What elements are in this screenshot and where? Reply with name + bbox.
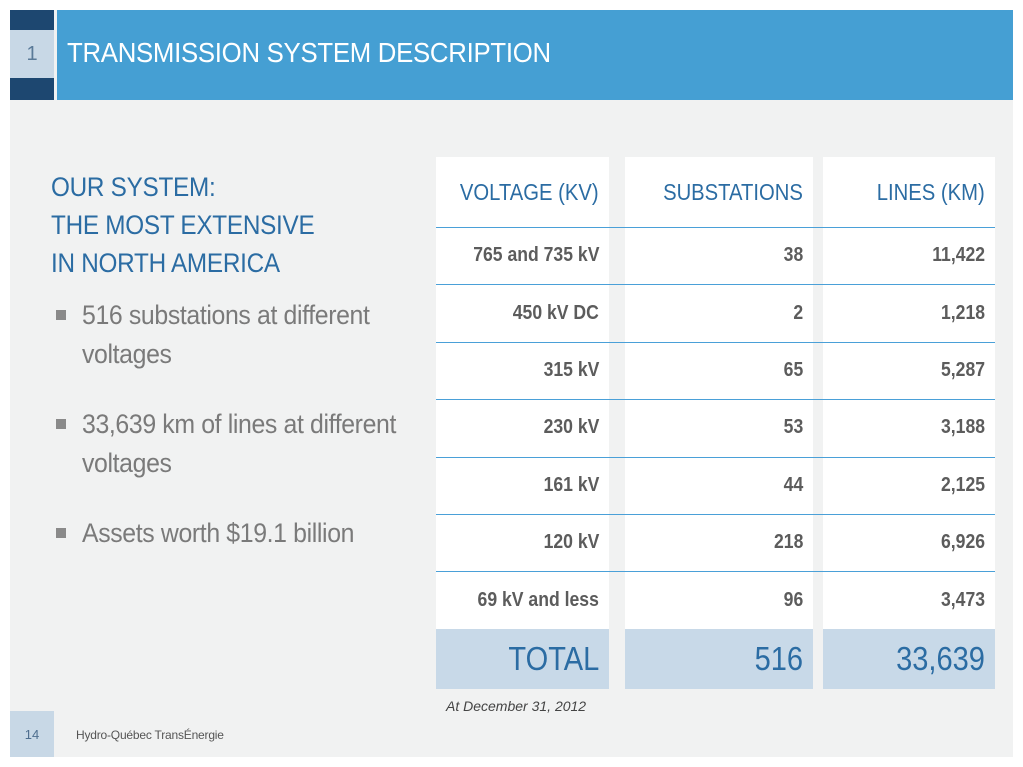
table-cell-voltage-text: 765 and 735 kV <box>472 244 599 267</box>
bullet-list: 516 substations at different voltages 33… <box>54 296 434 584</box>
table-total-voltage-text: TOTAL <box>508 639 599 677</box>
table-cell-lines: 6,926 <box>823 514 995 571</box>
bullet-line: 33,639 km of lines at different <box>82 409 397 439</box>
table-cell-substations-text: 2 <box>793 301 803 324</box>
bullet-line: Assets worth $19.1 billion <box>82 518 355 548</box>
footer-company: Hydro-Québec TransÉnergie <box>76 728 224 742</box>
bullet-line: voltages <box>82 448 172 478</box>
table-header-voltage: VOLTAGE (KV) <box>436 157 609 227</box>
table-cell-substations: 38 <box>625 227 813 284</box>
table-cell-substations-text: 65 <box>783 358 803 381</box>
bullet-item: 516 substations at different voltages <box>54 296 434 374</box>
subtitle-line: IN NORTH AMERICA <box>51 248 280 278</box>
table-cell-lines: 2,125 <box>823 457 995 514</box>
row-separator <box>436 514 995 515</box>
table-cell-lines-text: 3,188 <box>940 416 985 439</box>
table-cell-lines: 11,422 <box>823 227 995 284</box>
table-cell-voltage-text: 315 kV <box>543 358 599 381</box>
table-cell-voltage: 69 kV and less <box>436 571 609 628</box>
table-column-substations: SUBSTATIONS 38 2 65 53 44 218 96 516 <box>625 157 813 689</box>
table-cell-lines-text: 3,473 <box>940 588 985 611</box>
table-cell-voltage: 450 kV DC <box>436 284 609 341</box>
table-cell-lines-text: 11,422 <box>932 244 985 267</box>
table-header-lines: LINES (KM) <box>823 157 995 227</box>
row-separator <box>436 341 995 343</box>
page-number: 14 <box>10 711 54 757</box>
table-cell-voltage: 230 kV <box>436 399 609 456</box>
row-separator <box>436 227 995 228</box>
table-cell-voltage-text: 230 kV <box>543 416 599 439</box>
subtitle-line: OUR SYSTEM: <box>51 172 216 202</box>
table-cell-voltage-text: 120 kV <box>543 531 599 554</box>
table-cell-lines: 3,473 <box>823 571 995 628</box>
table-header-substations-text: SUBSTATIONS <box>663 178 803 205</box>
table-cell-lines-text: 2,125 <box>940 473 985 496</box>
slide-title: TRANSMISSION SYSTEM DESCRIPTION <box>67 37 551 68</box>
table-cell-voltage-text: 69 kV and less <box>477 588 599 611</box>
table-cell-lines-text: 1,218 <box>940 301 985 324</box>
table-cell-substations-text: 38 <box>783 244 803 267</box>
row-separator <box>436 571 995 573</box>
table-total-substations: 516 <box>625 628 813 689</box>
table-cell-substations: 218 <box>625 514 813 571</box>
table-cell-voltage: 161 kV <box>436 457 609 514</box>
subtitle-line: THE MOST EXTENSIVE <box>51 210 315 240</box>
bullet-line: 516 substations at different <box>82 300 370 330</box>
table-total-lines: 33,639 <box>823 628 995 689</box>
table-header-substations: SUBSTATIONS <box>625 157 813 227</box>
table-column-voltage: VOLTAGE (KV) 765 and 735 kV 450 kV DC 315 k… <box>436 157 609 689</box>
row-separator <box>436 456 995 458</box>
table-cell-lines-text: 5,287 <box>940 358 985 381</box>
table-cell-lines: 1,218 <box>823 284 995 341</box>
table-cell-substations-text: 44 <box>783 473 803 496</box>
bullet-item: 33,639 km of lines at different voltages <box>54 405 434 483</box>
slide: 1 TRANSMISSION SYSTEM DESCRIPTION OUR SY… <box>10 10 1013 757</box>
table-cell-voltage-text: 161 kV <box>543 473 599 496</box>
bullet-line: voltages <box>82 339 172 369</box>
table-cell-voltage: 765 and 735 kV <box>436 227 609 284</box>
table-cell-voltage: 315 kV <box>436 342 609 399</box>
slide-section-number: 1 <box>10 30 54 78</box>
table-header-lines-text: LINES (KM) <box>877 178 985 205</box>
table-cell-lines: 5,287 <box>823 342 995 399</box>
row-separator <box>436 284 995 286</box>
header-bar: TRANSMISSION SYSTEM DESCRIPTION <box>57 10 1013 100</box>
table-footnote: At December 31, 2012 <box>446 698 587 714</box>
table-cell-substations: 2 <box>625 284 813 341</box>
table-column-lines: LINES (KM) 11,422 1,218 5,287 3,188 2,125 6,92… <box>823 157 995 689</box>
table-cell-voltage-text: 450 kV DC <box>512 301 599 324</box>
table-cell-lines: 3,188 <box>823 399 995 456</box>
table-cell-lines-text: 6,926 <box>940 531 985 554</box>
table-total-voltage: TOTAL <box>436 628 609 689</box>
table-total-lines-text: 33,639 <box>896 639 985 677</box>
table-header-voltage-text: VOLTAGE (KV) <box>460 178 599 205</box>
bullet-item: Assets worth $19.1 billion <box>54 514 434 553</box>
table-cell-substations: 44 <box>625 457 813 514</box>
table-cell-substations: 65 <box>625 342 813 399</box>
table-cell-substations-text: 53 <box>783 416 803 439</box>
table-total-substations-text: 516 <box>754 639 803 677</box>
table-cell-substations-text: 218 <box>773 531 803 554</box>
table-cell-voltage: 120 kV <box>436 514 609 571</box>
table-cell-substations: 53 <box>625 399 813 456</box>
section-subtitle: OUR SYSTEM: THE MOST EXTENSIVE IN NORTH … <box>51 168 315 282</box>
row-separator <box>436 399 995 401</box>
table-cell-substations: 96 <box>625 571 813 628</box>
table-cell-substations-text: 96 <box>783 588 803 611</box>
